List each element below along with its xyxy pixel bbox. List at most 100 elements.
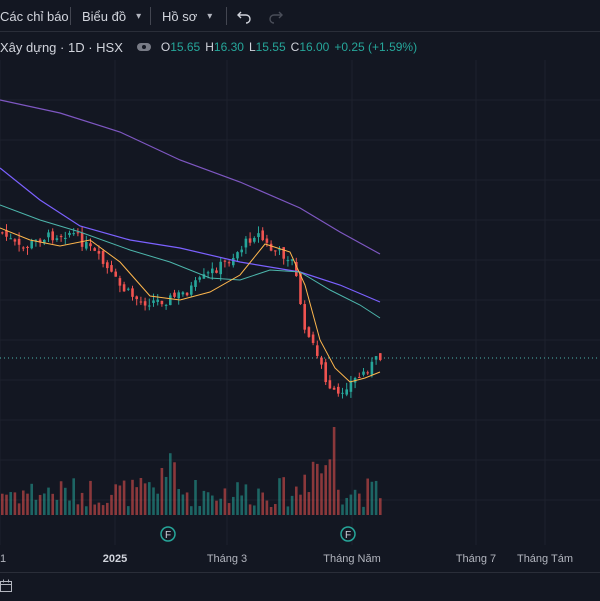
candle-body [26, 246, 29, 248]
volume-bar [366, 478, 369, 515]
volume-bar [5, 494, 8, 515]
volume-bar [257, 488, 260, 515]
candle-body [194, 280, 197, 287]
volume-bar [278, 478, 281, 515]
candle-body [265, 238, 269, 243]
volume-bar [43, 493, 46, 515]
moving-average-short [0, 227, 381, 383]
undo-button[interactable] [236, 0, 252, 32]
candle-body [22, 247, 25, 249]
volume-bar [320, 473, 323, 515]
time-tick: 1 [0, 553, 7, 565]
candle-body [143, 301, 147, 306]
candle-body [337, 386, 340, 394]
candle-body [34, 239, 38, 241]
candle-body [311, 334, 315, 343]
candle-body [303, 304, 306, 330]
volume-bar [337, 489, 340, 515]
volume-bar [93, 504, 96, 515]
candle-body [307, 327, 311, 337]
candle-body [127, 288, 130, 290]
profile-menu-label: Hồ sơ [162, 8, 198, 24]
volume-bar [122, 480, 126, 515]
top-toolbar: Các chỉ báo Biểu đồ ▾ Hồ sơ ▾ [0, 0, 600, 32]
volume-bar [177, 489, 180, 515]
volume-bar [223, 488, 227, 515]
candle-body [219, 261, 222, 275]
candle-body [164, 304, 168, 306]
candle-body [206, 272, 210, 274]
redo-button[interactable] [268, 0, 284, 32]
volume-bar [76, 504, 80, 515]
candle-body [72, 233, 75, 235]
time-tick: Tháng Năm [323, 553, 381, 565]
volume-bar [34, 499, 38, 515]
eye-icon[interactable] [136, 43, 151, 51]
volume-bar [68, 500, 71, 515]
candle-body [232, 258, 235, 266]
volume-bar [353, 489, 357, 515]
volume-bar [169, 453, 172, 515]
candle-body [295, 261, 298, 276]
moving-average-mid-long [0, 167, 381, 303]
candle-body [173, 292, 176, 297]
candle-body [370, 361, 374, 375]
candle-body [236, 252, 239, 259]
calendar-icon[interactable] [0, 579, 14, 593]
volume-bar [72, 478, 75, 515]
volume-bar [374, 480, 378, 515]
candle-body [156, 299, 159, 302]
chevron-down-icon: ▾ [207, 10, 213, 22]
volume-bar [85, 506, 88, 515]
volume-bar [232, 496, 235, 515]
candle-body [169, 295, 172, 306]
volume-bar [240, 495, 243, 515]
candle-body [152, 300, 155, 303]
volume-bar [253, 505, 256, 515]
time-tick: Tháng 7 [455, 553, 497, 565]
volume-bar [181, 494, 185, 515]
event-marker [160, 526, 176, 542]
volume-bar [17, 503, 21, 515]
indicators-button[interactable]: Các chỉ báo [0, 0, 69, 32]
toolbar-divider [150, 7, 151, 25]
volume-bar [38, 494, 42, 515]
candle-body [55, 238, 59, 240]
high-label: H [205, 40, 214, 54]
candle-body [43, 239, 46, 244]
redo-icon [269, 11, 283, 24]
candle-body [324, 362, 327, 383]
candle-body [366, 372, 369, 374]
volume-bar [55, 499, 59, 515]
chart-menu-button[interactable]: Biểu đồ ▾ [82, 0, 141, 32]
candle-body [282, 247, 285, 259]
candle-body [358, 377, 361, 379]
candle-body [64, 237, 67, 240]
profile-menu-button[interactable]: Hồ sơ ▾ [162, 0, 212, 32]
candle-body [290, 259, 294, 261]
candle-body [362, 371, 365, 375]
volume-bar [13, 492, 17, 515]
volume-bar [295, 486, 298, 515]
candle-body [269, 243, 273, 251]
candle-body [198, 277, 201, 280]
chevron-down-icon: ▾ [136, 10, 142, 22]
candle-body [106, 262, 109, 269]
symbol-title[interactable]: Xây dựng · 1D · HSX [0, 39, 123, 55]
volume-bar [328, 459, 332, 515]
close-label: C [290, 40, 300, 54]
volume-bar [127, 506, 130, 515]
volume-bar [156, 493, 159, 515]
candle-body [118, 278, 122, 286]
volume-bar [211, 495, 214, 515]
volume-bar [244, 484, 248, 515]
low-value: 15.55 [255, 40, 286, 54]
candle-body [257, 233, 260, 238]
candle-body [202, 274, 206, 279]
volume-bar [198, 506, 201, 515]
candle-body [274, 250, 277, 252]
candle-body [38, 239, 42, 243]
candle-body [379, 353, 382, 360]
